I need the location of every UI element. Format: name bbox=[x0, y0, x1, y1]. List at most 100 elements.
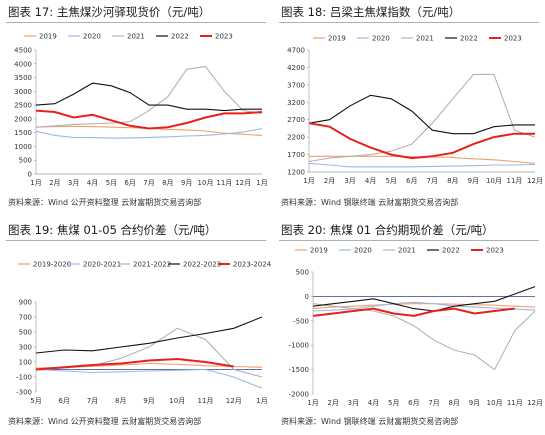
legend-label: 2019 bbox=[39, 33, 57, 41]
x-tick-label: 1月 bbox=[256, 397, 267, 405]
y-tick-label: 1500 bbox=[14, 129, 32, 137]
x-tick-label: 6月 bbox=[408, 399, 419, 407]
y-tick-label: 0 bbox=[28, 171, 32, 179]
x-tick-label: 6月 bbox=[406, 177, 417, 185]
y-tick-label: 2500 bbox=[14, 102, 32, 110]
y-tick-label: -100 bbox=[16, 374, 32, 382]
x-tick-label: 1月 bbox=[256, 179, 267, 187]
y-tick-label: 2000 bbox=[14, 115, 32, 123]
x-tick-label: 4月 bbox=[87, 179, 98, 187]
x-tick-label: 9月 bbox=[469, 399, 480, 407]
legend-label: 2020 bbox=[354, 247, 372, 255]
x-tick-label: 5月 bbox=[106, 179, 117, 187]
chart-source: 资料来源：Wind 钢联终端 云财富期货交易咨询部 bbox=[281, 198, 459, 207]
x-tick-label: 7月 bbox=[427, 177, 438, 185]
x-tick-label: 1月 bbox=[307, 399, 318, 407]
legend-label: 2023-2024 bbox=[233, 261, 272, 269]
y-tick-label: -1500 bbox=[289, 366, 309, 374]
legend-label: 2022 bbox=[460, 35, 478, 43]
y-tick-label: 2700 bbox=[287, 116, 305, 124]
x-tick-label: 3月 bbox=[348, 399, 359, 407]
x-tick-label: 7月 bbox=[143, 179, 154, 187]
x-tick-label: 11月 bbox=[198, 397, 214, 405]
legend-label: 2019 bbox=[310, 247, 328, 255]
y-tick-label: 4500 bbox=[14, 47, 32, 55]
series-line bbox=[312, 303, 536, 310]
x-tick-label: 10月 bbox=[486, 177, 502, 185]
x-tick-label: 11月 bbox=[507, 399, 523, 407]
chart-source: 资料来源：Wind 钢联终端 云财富期货交易咨询部 bbox=[281, 417, 459, 426]
legend-label: 2023 bbox=[504, 35, 522, 43]
y-tick-label: 4000 bbox=[14, 60, 32, 68]
x-tick-label: 3月 bbox=[344, 177, 355, 185]
legend-label: 2022 bbox=[171, 33, 189, 41]
x-tick-label: 4月 bbox=[368, 399, 379, 407]
divider bbox=[6, 22, 266, 23]
y-tick-label: -500 bbox=[293, 317, 309, 325]
y-tick-label: 3000 bbox=[14, 88, 32, 96]
series-line bbox=[35, 109, 263, 130]
y-tick-label: 1700 bbox=[287, 151, 305, 159]
x-tick-label: 12月 bbox=[527, 177, 543, 185]
legend-label: 2019 bbox=[328, 35, 346, 43]
x-tick-label: 8月 bbox=[447, 177, 458, 185]
x-tick-label: 1月 bbox=[30, 179, 41, 187]
series-line bbox=[35, 127, 263, 139]
chart-title: 图表 17: 主焦煤沙河驿现货价（元/吨） bbox=[8, 5, 211, 19]
x-tick-label: 4月 bbox=[365, 177, 376, 185]
chart-panel-1: 图表 17: 主焦煤沙河驿现货价（元/吨） 0 500 1000 1500 2000 25… bbox=[0, 0, 272, 217]
y-tick-label: 700 bbox=[19, 314, 32, 322]
chart-source: 资料来源：Wind 公开资料整理 云财富期货交易咨询部 bbox=[8, 417, 202, 426]
series-line bbox=[35, 316, 263, 354]
y-tick-label: 3700 bbox=[287, 81, 305, 89]
x-tick-label: 8月 bbox=[115, 397, 126, 405]
x-tick-label: 5月 bbox=[385, 177, 396, 185]
x-tick-label: 12月 bbox=[527, 399, 543, 407]
y-tick-label: 500 bbox=[19, 329, 32, 337]
x-tick-label: 2月 bbox=[49, 179, 60, 187]
chart-panel-3: 图表 19: 焦煤 01-05 合约价差（元/吨） -300 -100 100 300… bbox=[0, 218, 272, 435]
chart-plot: 1200 1700 2200 2700 3200 3700 4200 4700 1月 2月 3月 4月… bbox=[287, 35, 543, 186]
series-line bbox=[312, 307, 515, 317]
legend-label: 2022 bbox=[442, 247, 460, 255]
chart-panel-2: 图表 18: 吕梁主焦煤指数（元/吨） 1200 1700 2200 2700 3200… bbox=[273, 0, 545, 217]
y-tick-label: 3500 bbox=[14, 74, 32, 82]
y-tick-label: 0 bbox=[305, 293, 309, 301]
series-line bbox=[35, 65, 263, 128]
y-tick-label: 100 bbox=[19, 359, 32, 367]
x-tick-label: 6月 bbox=[124, 179, 135, 187]
divider bbox=[279, 240, 539, 241]
x-tick-label: 2月 bbox=[324, 177, 335, 185]
y-tick-label: 500 bbox=[19, 157, 32, 165]
y-tick-label: 1000 bbox=[14, 143, 32, 151]
series-line bbox=[35, 368, 263, 389]
series-line bbox=[308, 162, 536, 168]
legend-label: 2020 bbox=[372, 35, 390, 43]
divider bbox=[6, 240, 266, 241]
y-tick-label: -2000 bbox=[289, 391, 309, 399]
y-tick-label: -300 bbox=[16, 389, 32, 397]
x-tick-label: 8月 bbox=[162, 179, 173, 187]
x-tick-label: 9月 bbox=[143, 397, 154, 405]
x-tick-label: 10月 bbox=[198, 179, 214, 187]
x-tick-label: 9月 bbox=[468, 177, 479, 185]
y-tick-label: 300 bbox=[19, 344, 32, 352]
series-line bbox=[35, 357, 234, 371]
legend-label: 2021 bbox=[127, 33, 145, 41]
legend-label: 2021 bbox=[398, 247, 416, 255]
x-tick-label: 1月 bbox=[303, 177, 314, 185]
legend-label: 2023 bbox=[215, 33, 233, 41]
legend-label: 2023 bbox=[486, 247, 504, 255]
chart-title: 图表 18: 吕梁主焦煤指数（元/吨） bbox=[281, 5, 461, 19]
series-line bbox=[308, 94, 535, 135]
series-line bbox=[308, 73, 536, 163]
legend-label: 2021-2022 bbox=[133, 261, 171, 269]
x-tick-label: 12月 bbox=[235, 179, 251, 187]
x-tick-label: 7月 bbox=[428, 399, 439, 407]
y-tick-label: 900 bbox=[19, 299, 32, 307]
x-tick-label: 3月 bbox=[68, 179, 79, 187]
x-tick-label: 10月 bbox=[169, 397, 185, 405]
x-tick-label: 11月 bbox=[506, 177, 522, 185]
chart-panel-4: 图表 20: 焦煤 01 合约期现价差（元/吨） -2000 -1500 -1000… bbox=[273, 218, 545, 435]
x-tick-label: 8月 bbox=[449, 399, 460, 407]
